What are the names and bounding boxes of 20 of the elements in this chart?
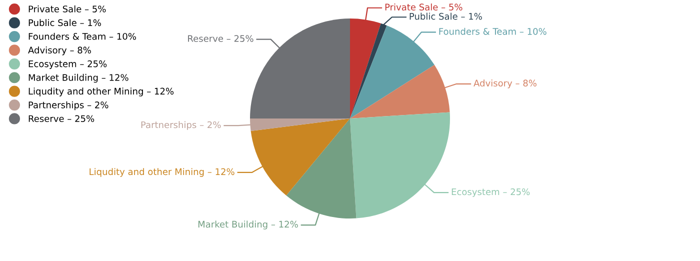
- pie-slice: [350, 26, 434, 118]
- pie-slice: [350, 112, 450, 218]
- legend-label: Market Building – 12%: [28, 74, 128, 83]
- slice-label: Ecosystem – 25%: [452, 188, 530, 197]
- slice-label: Public Sale – 1%: [410, 12, 482, 20]
- slice-label: Market Building – 12%: [198, 220, 298, 230]
- slice-label: Founders & Team – 10%: [439, 28, 546, 35]
- slice-label: Reserve – 25%: [188, 35, 254, 42]
- slice-label: Private Sale – 5%: [385, 4, 462, 10]
- legend-label: Public Sale – 1%: [28, 19, 101, 26]
- legend-label: Partnerships – 2%: [28, 101, 108, 110]
- legend-label: Advisory – 8%: [28, 46, 91, 56]
- slice-label: Partnerships – 2%: [141, 121, 221, 130]
- legend-label: Founders & Team – 10%: [28, 32, 136, 40]
- slice-label: Advisory – 8%: [474, 80, 536, 88]
- legend-label: Liqudity and other Mining – 12%: [28, 88, 174, 96]
- slice-label: Liqudity and other Mining – 12%: [90, 168, 234, 177]
- legend-label: Reserve – 25%: [28, 115, 94, 122]
- legend-label: Private Sale – 5%: [28, 5, 106, 12]
- legend-label: Ecosystem – 25%: [28, 60, 107, 69]
